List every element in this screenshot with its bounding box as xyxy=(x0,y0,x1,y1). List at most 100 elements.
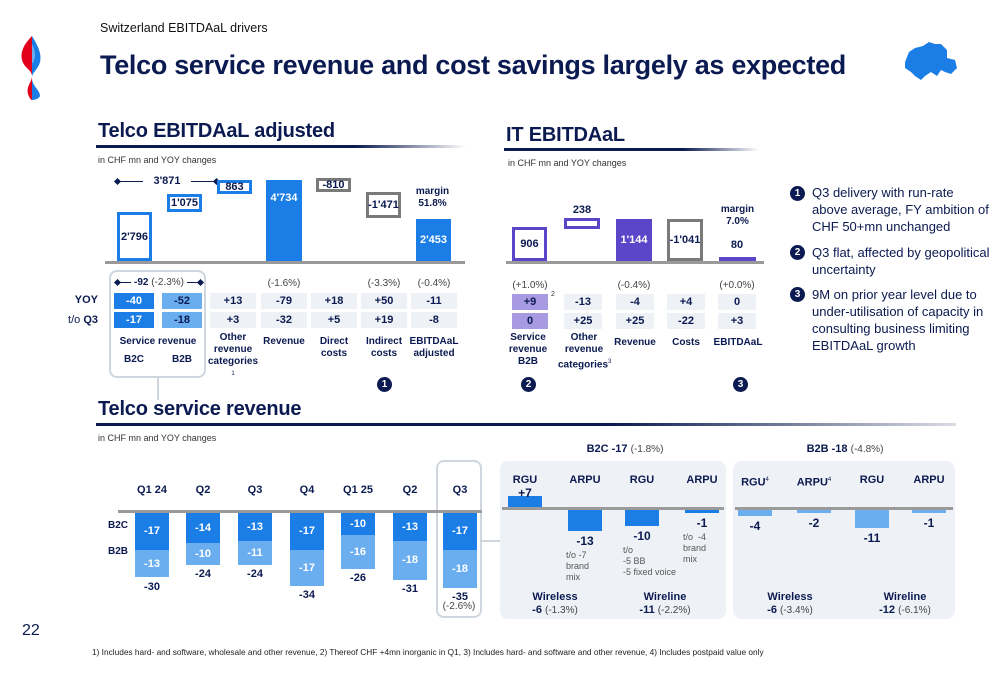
telco-label-b2c: B2C xyxy=(123,354,144,365)
telco-yoy-other: +13 xyxy=(210,293,256,309)
quarter-label: Q3 xyxy=(247,484,263,496)
swisscom-logo-icon xyxy=(18,34,46,102)
bar-total: -24 xyxy=(247,567,263,580)
telco-label-b2b: B2B xyxy=(171,354,192,365)
telco-bar-ebitdaal: 2'453 xyxy=(416,219,451,261)
page-subtitle: Switzerland EBITDAaL drivers xyxy=(100,21,268,35)
telco-q3-revenue: -32 xyxy=(261,312,307,328)
b2b-driver-head: RGU4 xyxy=(741,476,769,489)
bar-total: -31 xyxy=(402,582,418,595)
telco-pct-ebitdaal: (-0.4%) xyxy=(417,278,451,289)
bullet-text-3: 9M on prior year level due to under-util… xyxy=(812,287,984,353)
b2c-driver-bar xyxy=(568,510,602,531)
telco-q3-ebitdaal: -8 xyxy=(411,312,457,328)
stack-baseline-2024 xyxy=(118,510,336,513)
it-bar-other xyxy=(564,218,600,229)
bar-b2b: -18 xyxy=(443,549,477,589)
telco-label-ebitdaal: EBITDAaL adjusted xyxy=(409,336,459,359)
b2b-driver-value: -11 xyxy=(863,530,881,545)
telco-ebitdaal-title: Telco EBITDAaL adjusted xyxy=(98,120,335,142)
it-label-other: Other revenue categories3 xyxy=(558,332,612,371)
it-unit-note: in CHF mn and YOY changes xyxy=(508,158,627,168)
it-bar-ebitdaal xyxy=(719,257,756,261)
footnote: 1) Includes hard- and software, wholesal… xyxy=(92,647,764,657)
telco-yoy-b2b: -52 xyxy=(162,293,202,309)
it-bar-revenue: 1'144 xyxy=(616,219,652,261)
telco-label-revenue: Revenue xyxy=(263,336,305,347)
telco-pct-revenue: (-1.6%) xyxy=(267,278,301,289)
bar-total: -35 xyxy=(452,591,468,604)
q3-highlight-frame xyxy=(436,460,482,618)
b2b-wireline-summary: Wireline -12 (-6.1%) xyxy=(879,591,931,616)
it-ebitdaal-title: IT EBITDAaL xyxy=(506,124,625,146)
badge-1: 1 xyxy=(377,377,392,392)
bullet-badge-3: 3 xyxy=(790,287,805,302)
telco-bar-b2b: 1'075 xyxy=(167,194,202,212)
it-pct-ebitdaal: (+0.0%) xyxy=(719,280,755,291)
q3-pct: (-2.6%) xyxy=(442,601,476,612)
telco-yoy-ebitdaal: -11 xyxy=(411,293,457,309)
bar-total: -26 xyxy=(350,571,366,584)
bar-b2b: -13 xyxy=(135,549,169,578)
quarter-label: Q2 xyxy=(402,484,418,496)
b2c-driver-bar xyxy=(508,495,542,507)
bullet-text-2: Q3 flat, affected by geopolitical uncert… xyxy=(812,245,990,277)
telco-q3-indirect: +19 xyxy=(361,312,407,328)
telco-unit-note: in CHF mn and YOY changes xyxy=(98,155,217,165)
b2c-driver-value: -1 xyxy=(696,516,708,530)
telco-yoy-direct: +18 xyxy=(311,293,357,309)
telco-baseline xyxy=(105,261,465,264)
bracket-total: 3'871 xyxy=(153,175,181,187)
bar-b2c: -13 xyxy=(238,513,272,541)
section-underline xyxy=(504,148,759,151)
bar-b2b: -11 xyxy=(238,540,272,565)
bullet-text-1: Q3 delivery with run-rate above average,… xyxy=(812,185,989,234)
telco-bar-b2c: 2'796 xyxy=(117,212,152,261)
row-label-yoy: YOY xyxy=(74,294,98,306)
it-pct-service: (+1.0%) xyxy=(512,280,548,291)
it-yoy-ebitdaal: 0 xyxy=(718,294,756,310)
it-label-costs: Costs xyxy=(672,337,700,348)
it-bar-costs: -1'041 xyxy=(667,219,703,261)
b2b-driver-bar xyxy=(797,510,831,514)
b2c-driver-head: RGU xyxy=(629,474,655,486)
section-underline xyxy=(96,145,466,148)
bullet-badge-2: 2 xyxy=(790,245,805,260)
telco-bar-revenue: 4'734 xyxy=(266,180,302,261)
telco-yoy-revenue: -79 xyxy=(261,293,307,309)
page-number: 22 xyxy=(22,622,40,639)
it-yoy-other: -13 xyxy=(564,294,602,310)
b2b-drivers-title: B2B -18 (-4.8%) xyxy=(806,443,884,455)
row-label-b2c: B2C xyxy=(107,520,128,531)
badge-2: 2 xyxy=(521,377,536,392)
bar-b2c: -17 xyxy=(290,513,324,550)
b2c-wireline-summary: Wireline -11 (-2.2%) xyxy=(639,591,691,616)
b2c-driver-note: t/o -7 brand mix xyxy=(566,549,590,582)
telco-label-service: Service revenue xyxy=(119,336,197,347)
bar-b2c: -17 xyxy=(135,513,169,550)
b2b-driver-head: ARPU4 xyxy=(796,476,832,489)
telco-q3-b2b: -18 xyxy=(162,312,202,328)
b2c-driver-value: -10 xyxy=(633,529,651,543)
it-q3-ebitdaal: +3 xyxy=(718,313,756,329)
b2b-driver-head: RGU xyxy=(859,474,885,486)
footnote-marker: 4 xyxy=(765,477,769,483)
it-yoy-footnote: 2 xyxy=(551,291,555,298)
it-q3-service: 0 xyxy=(512,313,548,329)
bar-b2c: -14 xyxy=(186,513,220,544)
b2b-drivers-panel xyxy=(733,461,955,619)
telco-q3-direct: +5 xyxy=(311,312,357,328)
it-q3-other: +25 xyxy=(564,313,602,329)
it-pct-revenue: (-0.4%) xyxy=(617,280,651,291)
it-bar-service-b2b: 906 xyxy=(512,227,547,261)
b2c-driver-baseline xyxy=(502,507,724,510)
row-label-b2b: B2B xyxy=(107,546,128,557)
telco-label-other: Other revenue categories 1 xyxy=(207,332,259,377)
q3-connector xyxy=(482,540,502,542)
it-label-service: Service revenue B2B xyxy=(508,332,548,367)
it-label-ebitdaal: EBITDAaL xyxy=(713,337,763,348)
bar-b2b: -17 xyxy=(290,549,324,587)
it-yoy-costs: +4 xyxy=(667,294,705,310)
bar-b2c: -10 xyxy=(341,513,375,535)
footnote-marker: 4 xyxy=(827,477,832,483)
